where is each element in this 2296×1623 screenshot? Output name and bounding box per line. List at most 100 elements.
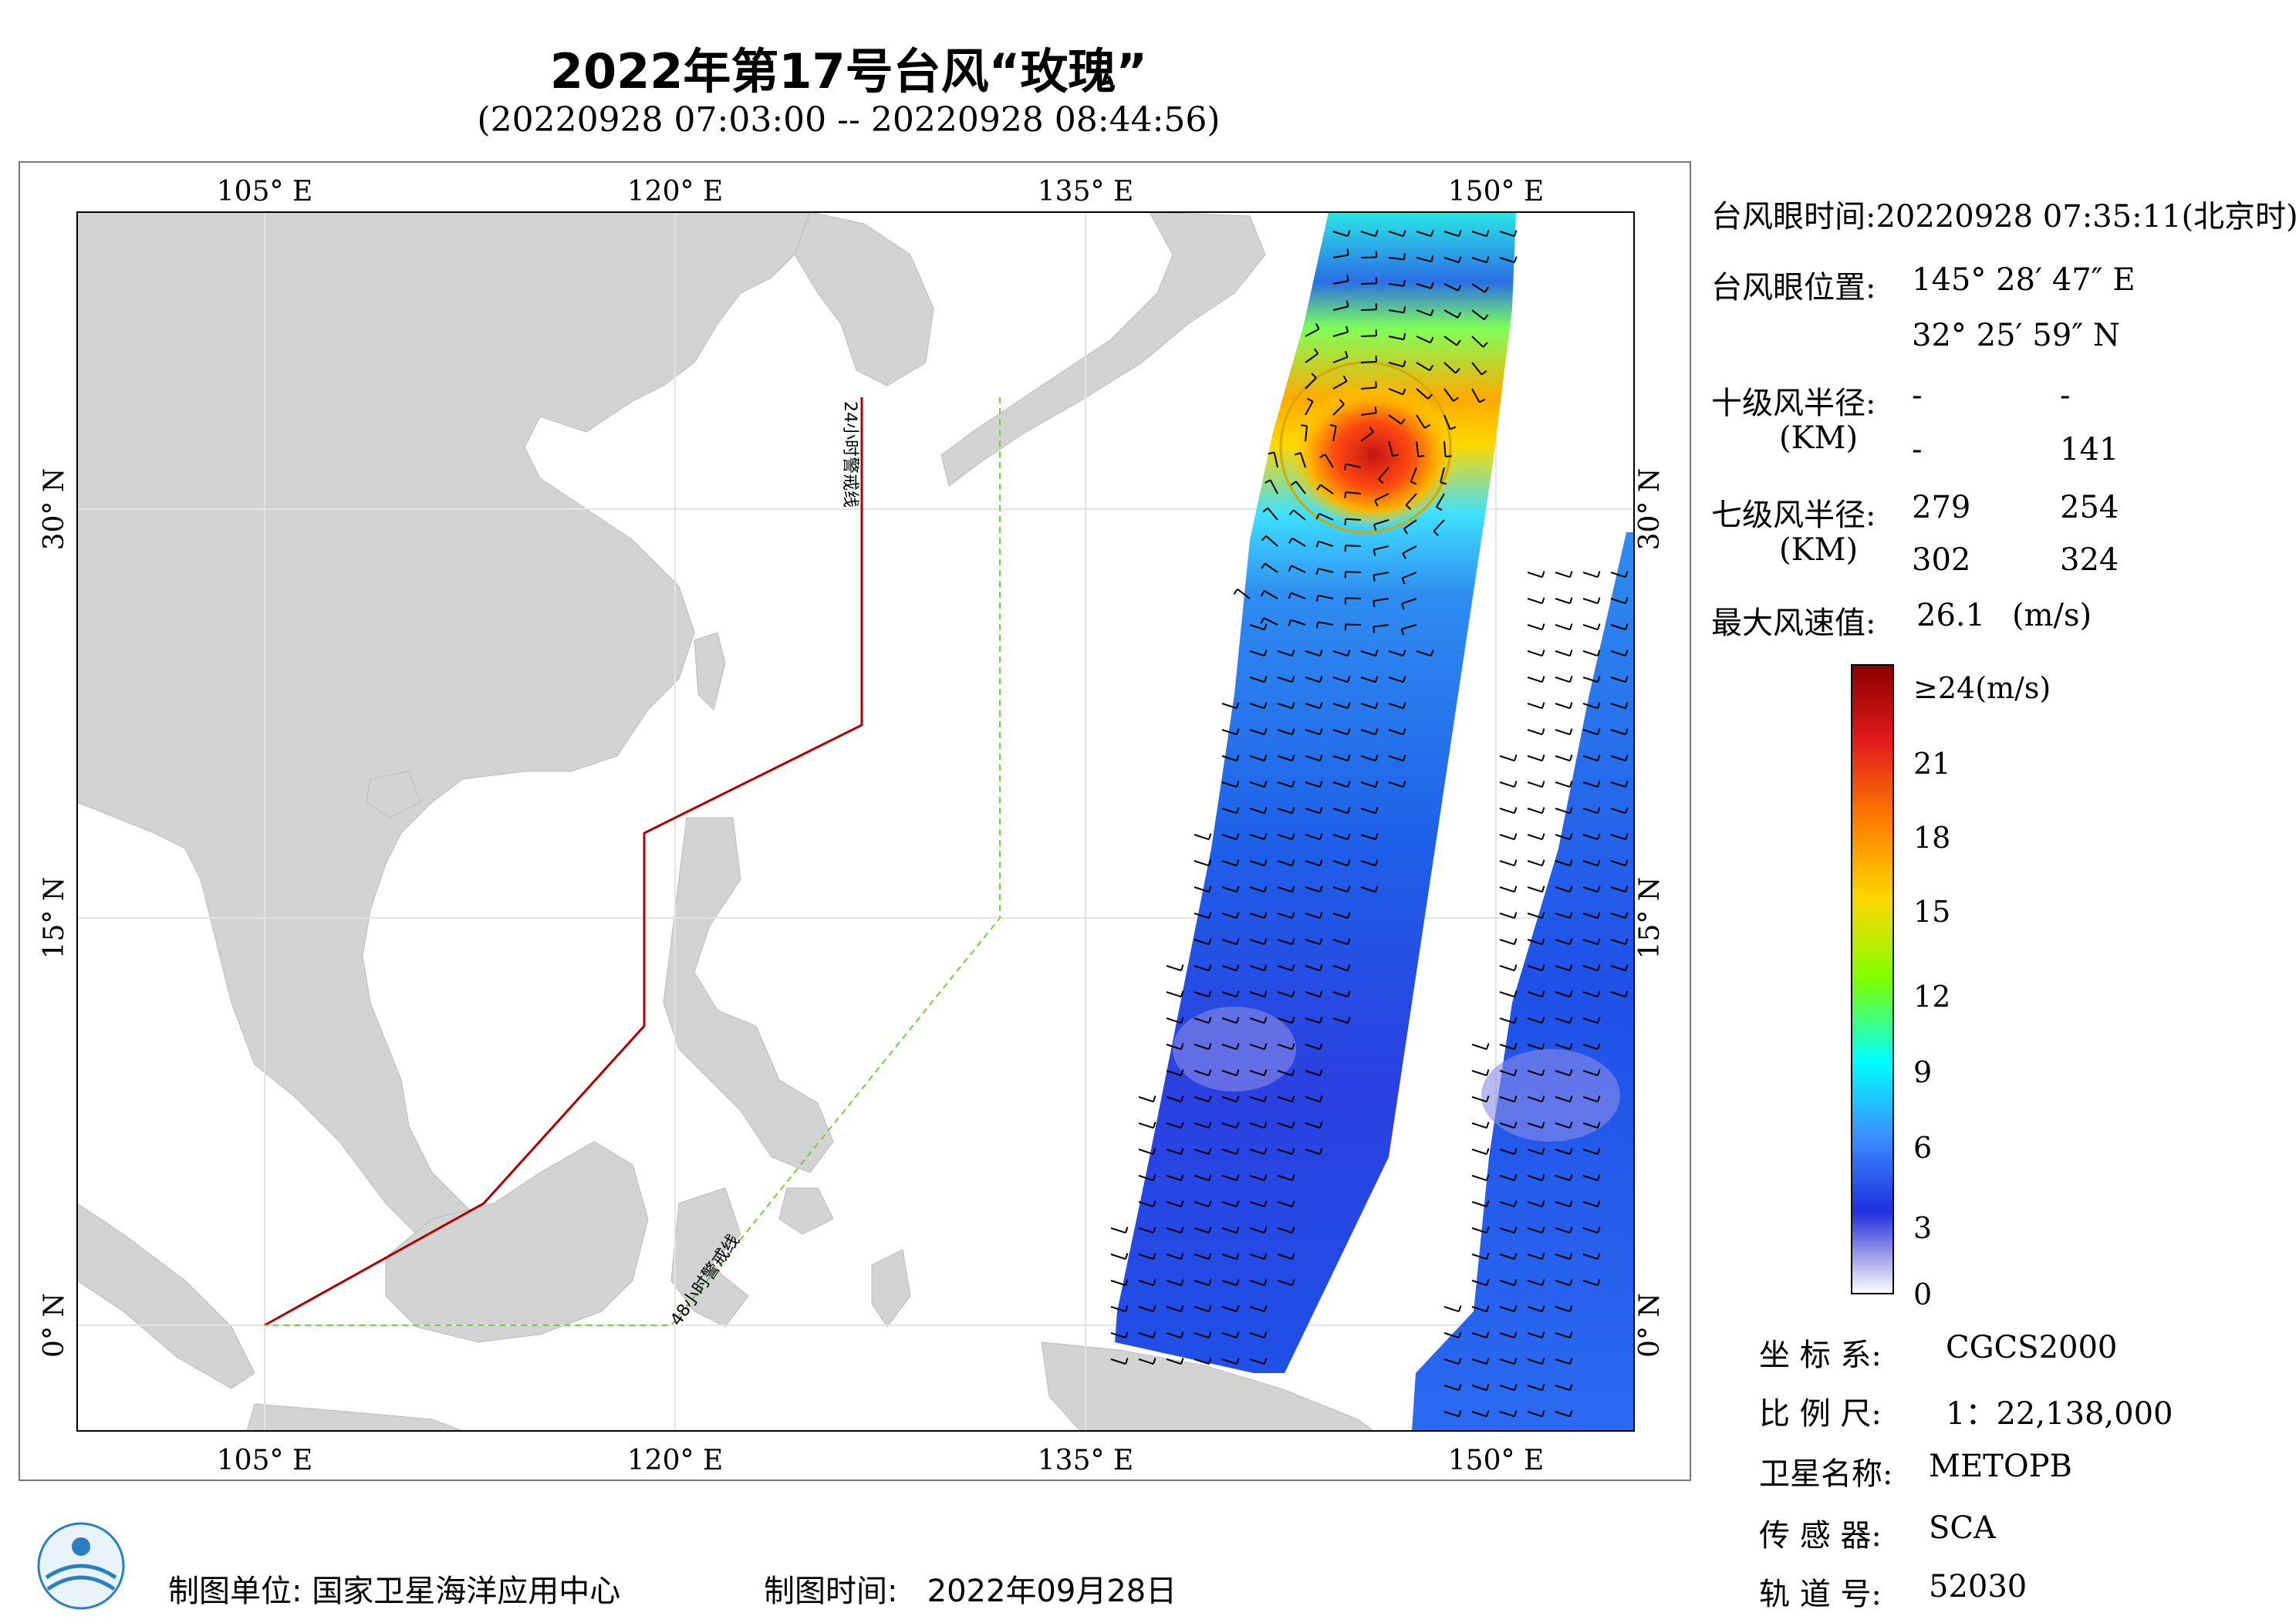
wind-barb-tick	[1541, 597, 1545, 604]
wind-barb-tick	[1514, 912, 1518, 919]
wind-barb	[1360, 412, 1376, 416]
wind-barb	[1471, 1044, 1487, 1051]
wind-barb	[1138, 1280, 1154, 1287]
wind-barb	[1305, 781, 1321, 788]
wind-barb	[1305, 729, 1321, 736]
wind-barb	[1221, 1122, 1237, 1129]
wind-barb-tick	[1208, 1253, 1212, 1260]
wind-barb	[1527, 1122, 1543, 1129]
wind-barb-tick	[1541, 702, 1545, 709]
wind-barb	[1345, 518, 1362, 521]
wind-barb	[1332, 913, 1349, 919]
wind-barb	[1555, 1122, 1571, 1129]
wind-barb-tick	[1486, 1279, 1490, 1286]
wind-barb-tick	[1597, 1174, 1601, 1181]
warning-24h-label: 24小时警戒线	[840, 401, 859, 508]
wind-barb-tick	[1236, 938, 1240, 945]
max-wind-label: 最大风速值:	[1711, 606, 1876, 641]
wind-barb-tick	[1153, 1227, 1156, 1233]
wind-barb-tick	[1319, 754, 1323, 761]
land-asia	[76, 211, 811, 1281]
wind-barb	[1221, 1280, 1237, 1287]
wind-barb-tick	[1597, 859, 1601, 866]
wind-barb	[1610, 650, 1626, 657]
wind-barb	[1499, 1122, 1515, 1129]
wind-barb	[1499, 257, 1515, 264]
wind-barb	[1499, 965, 1515, 972]
wind-barb	[1138, 1358, 1154, 1365]
lat-label-left-15: 15° N	[39, 877, 70, 960]
wind-barb-tick	[1597, 1253, 1601, 1260]
wind-barb	[1277, 650, 1293, 657]
wind-barb	[1388, 309, 1404, 314]
wind-barb-tick	[1292, 912, 1295, 919]
wind-barb-tick	[1375, 650, 1379, 656]
wind-barb	[1110, 1358, 1126, 1365]
wind-barb-tick	[1236, 1305, 1240, 1312]
wind-barb-tick	[1625, 676, 1629, 683]
land-masses	[76, 211, 1375, 1432]
wind-barb	[1388, 729, 1404, 736]
wind-barb-tick	[1319, 650, 1323, 656]
wind-barb-tick	[1292, 1095, 1295, 1102]
wind-barb-tick	[1541, 1331, 1545, 1338]
typhoon-core	[1288, 382, 1458, 528]
wind-barb-tick	[1486, 1331, 1490, 1338]
wind-barb-tick	[1400, 629, 1404, 636]
wind-barb-tick	[1316, 484, 1322, 491]
wind-barb-tick	[1292, 676, 1295, 683]
wind-barb	[1273, 452, 1278, 468]
wind-barb-tick	[1418, 454, 1425, 457]
wind-barb	[1138, 1201, 1154, 1208]
lon-label-top-120: 120° E	[627, 176, 723, 208]
wind-barb-tick	[1347, 676, 1351, 683]
wind-barb	[1471, 1280, 1487, 1287]
wind-barb	[1138, 1122, 1154, 1129]
r7-label: 七级风半径:	[1711, 498, 1876, 533]
footer-date-label: 制图时间:	[764, 1574, 898, 1609]
wind-barb-tick	[1486, 1410, 1490, 1417]
wind-barb	[1194, 1044, 1210, 1051]
wind-barb-tick	[1180, 1279, 1184, 1286]
wind-barb	[1527, 572, 1543, 579]
wind-barb-tick	[1311, 373, 1317, 379]
wind-barb	[1194, 913, 1210, 919]
wind-barb	[1277, 1149, 1293, 1156]
wind-barb-tick	[1625, 728, 1629, 735]
wind-barb-tick	[1458, 1410, 1462, 1417]
wind-barb	[1443, 362, 1457, 374]
wind-barb	[1582, 939, 1599, 946]
eye-lat: 32° 25′ 59″ N	[1912, 318, 2120, 353]
wind-barb	[1221, 965, 1237, 972]
wind-barb	[1401, 624, 1417, 630]
wind-barb-tick	[1264, 1069, 1268, 1076]
wind-barb-tick	[1208, 1122, 1212, 1129]
wind-barb	[1360, 781, 1376, 788]
wind-barb-tick	[1319, 938, 1323, 945]
wind-barb-tick	[1319, 1043, 1323, 1050]
wind-barb-tick	[1453, 396, 1459, 402]
r10-value-nw: 141	[2060, 432, 2119, 467]
wind-barb-tick	[1375, 355, 1377, 362]
wind-barb-tick	[1514, 1174, 1518, 1181]
wind-barb	[1555, 703, 1571, 710]
wind-barb	[1360, 282, 1377, 285]
wind-barb	[1610, 860, 1626, 867]
wind-barb	[1345, 597, 1362, 599]
wind-barb	[1277, 781, 1293, 788]
colorbar	[1851, 664, 1894, 1294]
wind-barb-tick	[1208, 886, 1212, 892]
wind-barb	[1277, 939, 1293, 946]
wind-barb-tick	[1180, 1122, 1184, 1129]
wind-barb	[1610, 886, 1626, 893]
wind-barb	[1582, 808, 1599, 815]
wind-barb	[1555, 1358, 1571, 1365]
wind-barb	[1249, 677, 1265, 683]
wind-barb	[1305, 755, 1321, 762]
wind-barb-tick	[1236, 833, 1240, 840]
wind-barb	[1277, 755, 1293, 762]
wind-barb-tick	[1264, 1122, 1268, 1129]
wind-barb-tick	[1264, 912, 1268, 919]
wind-barb-tick	[1597, 807, 1601, 814]
wind-barb-tick	[1514, 1410, 1518, 1417]
